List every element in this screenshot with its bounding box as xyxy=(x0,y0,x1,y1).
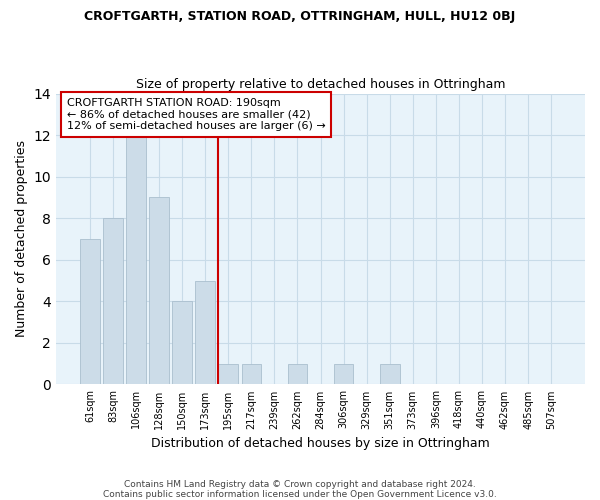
Bar xyxy=(126,135,146,384)
Text: Contains HM Land Registry data © Crown copyright and database right 2024.
Contai: Contains HM Land Registry data © Crown c… xyxy=(103,480,497,499)
Bar xyxy=(334,364,353,384)
Text: CROFTGARTH, STATION ROAD, OTTRINGHAM, HULL, HU12 0BJ: CROFTGARTH, STATION ROAD, OTTRINGHAM, HU… xyxy=(85,10,515,23)
Text: CROFTGARTH STATION ROAD: 190sqm
← 86% of detached houses are smaller (42)
12% of: CROFTGARTH STATION ROAD: 190sqm ← 86% of… xyxy=(67,98,325,131)
Bar xyxy=(149,198,169,384)
Y-axis label: Number of detached properties: Number of detached properties xyxy=(15,140,28,338)
Bar xyxy=(80,239,100,384)
X-axis label: Distribution of detached houses by size in Ottringham: Distribution of detached houses by size … xyxy=(151,437,490,450)
Bar xyxy=(196,280,215,384)
Bar xyxy=(172,302,192,384)
Bar xyxy=(218,364,238,384)
Bar xyxy=(380,364,400,384)
Title: Size of property relative to detached houses in Ottringham: Size of property relative to detached ho… xyxy=(136,78,505,91)
Bar xyxy=(103,218,123,384)
Bar xyxy=(242,364,261,384)
Bar xyxy=(287,364,307,384)
